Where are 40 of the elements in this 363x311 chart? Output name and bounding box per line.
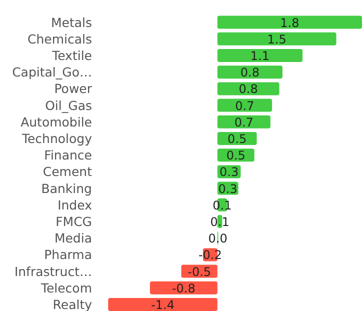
data-label: -1.4 [151, 298, 174, 311]
y-tick-label: Finance [44, 148, 92, 163]
data-label: 1.5 [267, 32, 286, 46]
y-tick-label: Infrastruct… [14, 264, 92, 279]
y-tick-label: Automobile [20, 114, 92, 130]
bar [217, 115, 270, 128]
y-tick-label: Pharma [44, 247, 92, 262]
y-tick-label: Textile [51, 48, 92, 63]
bar [108, 298, 218, 311]
bar [150, 281, 218, 294]
y-tick-label: Capital_Go… [12, 64, 92, 80]
bar [217, 16, 362, 29]
bar [217, 66, 282, 79]
y-tick-label: Cement [42, 164, 92, 180]
y-tick-label: Power [54, 81, 93, 96]
y-tick-label: FMCG [56, 214, 92, 229]
data-label: 0.7 [235, 98, 254, 113]
y-tick-label: Chemicals [27, 31, 92, 46]
bar [217, 49, 303, 62]
bar [217, 98, 272, 112]
data-label: 0.3 [220, 165, 239, 180]
y-tick-label: Oil_Gas [45, 98, 92, 113]
data-label: 0.8 [240, 66, 260, 80]
y-tick-label: Technology [20, 131, 93, 146]
data-label: 0.5 [226, 148, 246, 163]
y-tick-label: Metals [50, 14, 92, 30]
data-label: 0.5 [228, 132, 247, 146]
data-label: 1.1 [250, 49, 270, 63]
y-tick-label: Banking [41, 180, 92, 196]
y-tick-label: Media [54, 230, 92, 246]
y-tick-label: Index [58, 197, 92, 212]
data-label: 1.8 [280, 16, 300, 30]
data-label: 0.8 [238, 82, 258, 96]
data-label: -0.5 [188, 264, 212, 279]
bar [217, 32, 336, 46]
y-tick-label: Telecom [40, 280, 92, 296]
data-label: -0.8 [172, 281, 196, 296]
bar [217, 82, 280, 96]
data-label: 0.7 [234, 115, 254, 130]
data-label: 0.3 [218, 182, 238, 196]
